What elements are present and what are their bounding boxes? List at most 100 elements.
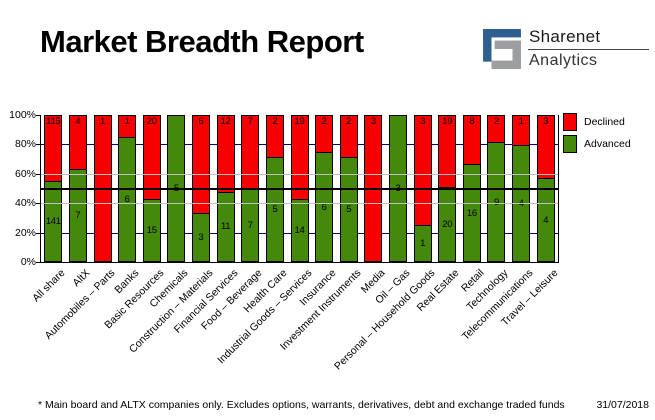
sharenet-logo-text: Sharenet Analytics (528, 27, 649, 70)
bar-segment-declined: 3 (414, 116, 431, 225)
bar-segment-advanced: 16 (463, 164, 480, 261)
advanced-value-label: 9 (493, 196, 499, 208)
bar-segment-declined: 8 (463, 116, 480, 165)
declined-value-label: 1 (518, 116, 524, 127)
bar-segment-advanced: 7 (242, 188, 259, 261)
declined-value-label: 12 (220, 116, 231, 127)
reference-line-50pct (41, 187, 558, 190)
bar-segment-advanced: 7 (69, 168, 86, 261)
chart-legend: Declined Advanced (563, 113, 631, 157)
bar-Basic Resources: 20 15 (142, 115, 161, 262)
bar-segment-declined: 19 (291, 116, 308, 200)
declined-value-label: 3 (370, 116, 376, 127)
declined-value-label: 8 (469, 116, 475, 127)
advanced-value-label: 141 (45, 216, 61, 228)
y-tick-mark (36, 144, 41, 146)
bar-segment-advanced: 3 (193, 212, 210, 261)
bar-segment-declined: 19 (439, 116, 456, 187)
bar-segment-declined: 12 (217, 116, 234, 192)
advanced-swatch (563, 135, 577, 153)
declined-value-label: 19 (442, 116, 453, 127)
logo-brand-name: Sharenet (528, 27, 649, 50)
logo-brand-sub: Analytics (529, 52, 598, 69)
advanced-value-label: 3 (198, 231, 204, 243)
declined-value-label: 2 (346, 116, 352, 127)
bar-segment-declined: 2 (266, 116, 283, 158)
advanced-value-label: 5 (272, 204, 278, 216)
bar-segment-advanced: 15 (143, 198, 160, 261)
bar-segment-advanced: 9 (488, 142, 505, 261)
advanced-value-label: 20 (442, 218, 453, 230)
y-tick-mark (36, 115, 41, 116)
bar-segment-advanced: 141 (45, 181, 62, 261)
declined-value-label: 2 (321, 116, 327, 127)
declined-value-label: 6 (198, 116, 204, 127)
declined-value-label: 1 (124, 116, 130, 127)
bar-segment-advanced: 6 (316, 152, 333, 261)
declined-value-label: 3 (420, 116, 426, 127)
report-date: 31/07/2018 (596, 399, 649, 411)
bar-segment-declined: 1 (119, 116, 136, 137)
advanced-value-label: 6 (124, 193, 130, 205)
declined-value-label: 115 (46, 116, 61, 127)
declined-swatch (563, 113, 577, 131)
bar-segment-advanced: 14 (291, 199, 308, 261)
bar-segment-advanced: 4 (537, 178, 554, 261)
gridline-40 (41, 203, 558, 205)
legend-label-declined: Declined (584, 116, 625, 128)
declined-value-label: 3 (543, 116, 549, 127)
advanced-value-label: 7 (75, 209, 81, 221)
bar-segment-advanced: 5 (340, 157, 357, 261)
declined-value-label: 4 (75, 116, 81, 127)
declined-value-label: 19 (294, 116, 305, 127)
bar-segment-declined: 7 (242, 116, 259, 189)
y-tick-label: 80% (14, 138, 36, 151)
bar-segment-declined: 3 (537, 116, 554, 179)
y-tick-mark (36, 262, 41, 263)
bar-segment-advanced: 5 (266, 157, 283, 261)
sharenet-logo-icon (483, 29, 521, 69)
advanced-value-label: 14 (294, 225, 305, 237)
declined-value-label: 2 (493, 116, 499, 127)
y-tick-mark (36, 173, 41, 175)
y-tick-mark (36, 232, 41, 234)
advanced-value-label: 6 (321, 201, 327, 213)
y-tick-label: 40% (14, 197, 36, 210)
legend-item-declined: Declined (563, 113, 631, 131)
advanced-value-label: 5 (346, 204, 352, 216)
legend-label-advanced: Advanced (584, 138, 631, 150)
y-tick-label: 100% (9, 109, 36, 121)
bar-segment-declined: 2 (316, 116, 333, 153)
chart-plot-area: 1151414711620155631211772519142625333119… (40, 115, 559, 263)
bar-segment-advanced: 1 (414, 224, 431, 261)
advanced-value-label: 15 (146, 224, 157, 236)
sharenet-logo: Sharenet Analytics (483, 27, 649, 70)
bar-segment-declined: 20 (143, 116, 160, 199)
advanced-value-label: 1 (420, 237, 426, 249)
declined-value-label: 7 (247, 116, 253, 127)
y-tick-label: 0% (20, 256, 36, 268)
bar-segment-declined: 1 (513, 116, 530, 145)
declined-value-label: 2 (272, 116, 278, 127)
y-tick-label: 60% (14, 167, 36, 180)
footnote: * Main board and ALTX companies only. Ex… (38, 399, 565, 411)
bar-segment-declined: 115 (45, 116, 62, 182)
bar-segment-advanced: 20 (439, 186, 456, 261)
bar-segment-advanced: 6 (119, 136, 136, 261)
bar-segment-declined: 2 (488, 116, 505, 143)
gridline-60 (41, 173, 558, 175)
advanced-value-label: 7 (247, 219, 253, 231)
declined-value-label: 20 (146, 116, 157, 127)
bar-segment-declined: 4 (69, 116, 86, 169)
advanced-value-label: 4 (543, 214, 549, 226)
y-tick-label: 20% (14, 226, 36, 239)
bar-segment-declined: 2 (340, 116, 357, 158)
declined-value-label: 1 (100, 116, 106, 127)
legend-item-advanced: Advanced (563, 135, 631, 153)
page-title: Market Breadth Report (40, 24, 364, 59)
bar-segment-declined: 6 (193, 116, 210, 213)
y-tick-mark (36, 203, 41, 205)
advanced-value-label: 16 (466, 207, 477, 219)
advanced-value-label: 11 (221, 221, 231, 233)
